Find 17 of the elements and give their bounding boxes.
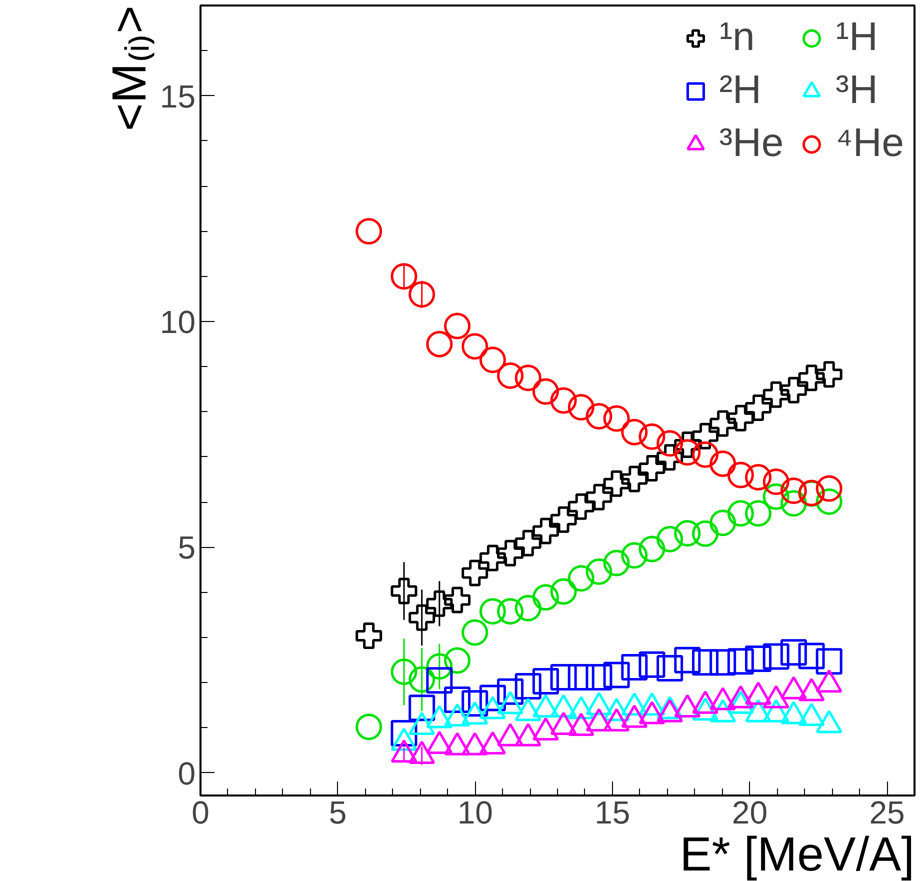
legend-label: ³H — [836, 68, 878, 113]
y-tick-label: 0 — [178, 755, 196, 792]
legend-label: ³He — [719, 121, 784, 166]
x-tick-label: 25 — [869, 794, 905, 830]
x-tick-label: 15 — [594, 794, 630, 830]
legend-label: ⁴He — [836, 121, 904, 166]
legend-label: ¹n — [719, 15, 755, 60]
y-axis-title: <M₍ᵢ₎> — [104, 6, 156, 132]
y-tick-label: 10 — [160, 304, 196, 340]
x-tick-label: 20 — [732, 794, 768, 830]
legend-label: ²H — [719, 68, 762, 113]
legend-label: ¹H — [836, 15, 878, 60]
x-tick-label: 10 — [457, 794, 493, 830]
y-tick-label: 5 — [178, 530, 196, 566]
x-tick-label: 5 — [328, 794, 347, 830]
y-tick-label: 15 — [160, 78, 196, 114]
x-axis-title: E* [MeV/A] — [680, 828, 914, 881]
